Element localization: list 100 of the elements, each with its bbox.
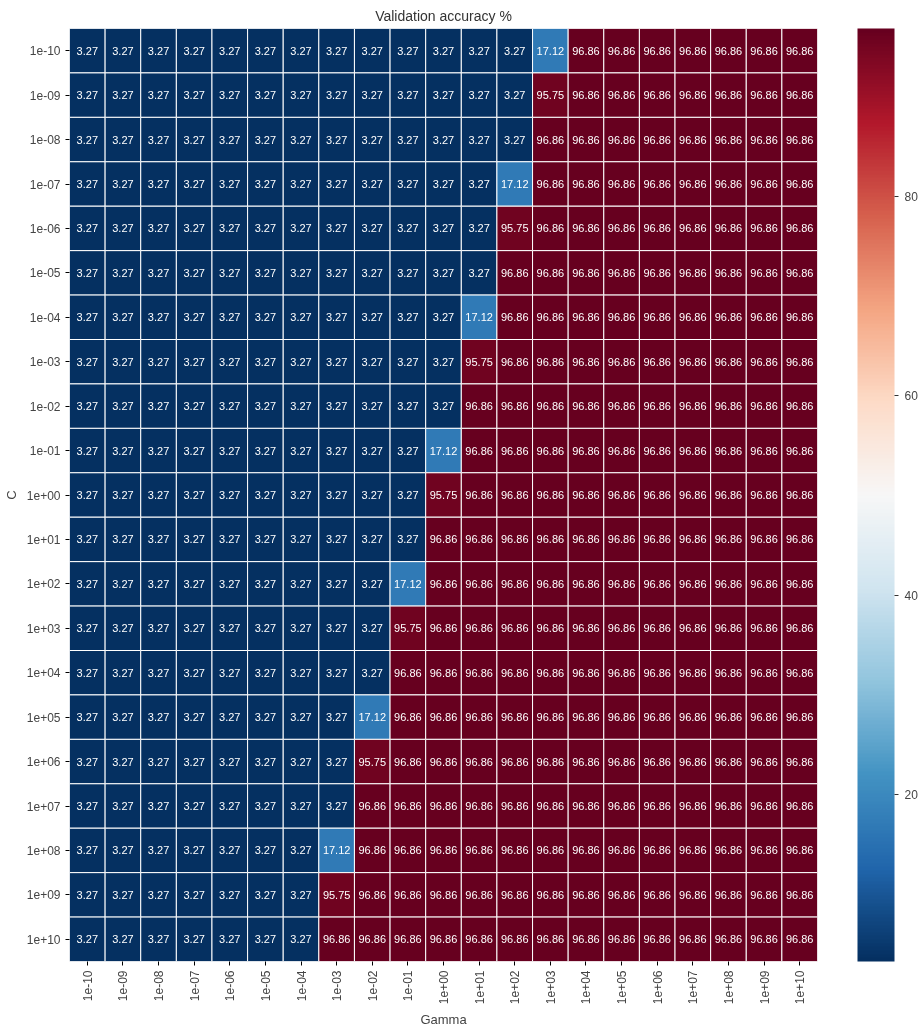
data-label: 96.86 (643, 800, 671, 812)
data-label: 96.86 (607, 489, 636, 501)
data-label: 96.86 (785, 355, 814, 368)
data-label: 96.86 (429, 622, 458, 635)
y-tick-label: 1e-07 (29, 177, 61, 192)
data-label: 17.12 (465, 311, 493, 324)
data-label: 96.86 (785, 800, 814, 812)
data-label: 3.27 (219, 444, 241, 457)
data-label: 3.27 (183, 755, 205, 768)
data-label: 96.86 (714, 888, 743, 901)
data-label: 96.86 (750, 89, 778, 102)
data-label: 3.27 (183, 44, 205, 57)
data-label: 96.86 (607, 800, 636, 812)
data-label: 96.86 (394, 933, 422, 946)
data-label: 3.27 (361, 400, 383, 413)
y-tick-label: 1e+00 (26, 488, 61, 503)
data-label: 3.27 (290, 311, 312, 324)
data-label: 3.27 (432, 311, 455, 324)
data-label: 96.86 (679, 800, 707, 812)
data-label: 3.27 (112, 800, 134, 812)
data-label: 3.27 (147, 266, 170, 279)
data-label: 96.86 (679, 266, 707, 279)
y-tick-label: 1e-06 (29, 221, 61, 236)
y-tick-label: 1e-09 (29, 88, 61, 103)
data-label: 96.86 (750, 711, 778, 724)
data-label: 96.86 (785, 666, 814, 679)
chart-title: Validation accuracy % (375, 7, 512, 24)
data-label: 3.27 (76, 489, 99, 501)
data-label: 3.27 (290, 89, 312, 102)
data-label: 3.27 (254, 444, 277, 457)
data-label: 96.86 (500, 311, 529, 324)
data-label: 3.27 (254, 44, 277, 57)
data-label: 96.86 (572, 844, 600, 857)
data-label: 3.27 (147, 844, 170, 857)
data-label: 96.86 (607, 355, 636, 368)
data-label: 96.86 (679, 133, 707, 146)
y-tick-label: 1e+05 (26, 710, 61, 725)
x-tick-label: 1e+01 (472, 970, 487, 1005)
data-label: 3.27 (290, 400, 312, 413)
data-label: 3.27 (290, 222, 312, 235)
data-label: 96.86 (750, 533, 778, 546)
data-label: 96.86 (750, 622, 778, 635)
data-label: 3.27 (147, 533, 170, 546)
data-label: 3.27 (112, 89, 134, 102)
data-label: 96.86 (714, 577, 743, 590)
data-label: 3.27 (76, 89, 99, 102)
data-label: 96.86 (643, 355, 671, 368)
data-label: 96.86 (750, 44, 778, 57)
data-label: 96.86 (714, 622, 743, 635)
data-label: 3.27 (290, 133, 312, 146)
data-label: 3.27 (397, 311, 419, 324)
data-label: 3.27 (432, 89, 455, 102)
data-label: 96.86 (607, 711, 636, 724)
data-label: 95.75 (429, 489, 458, 501)
data-label: 96.86 (572, 489, 600, 501)
data-label: 3.27 (219, 577, 241, 590)
data-label: 3.27 (112, 400, 134, 413)
data-label: 3.27 (325, 489, 348, 501)
data-label: 3.27 (397, 533, 419, 546)
data-label: 3.27 (76, 800, 99, 812)
data-label: 96.86 (572, 444, 600, 457)
data-label: 3.27 (219, 178, 241, 190)
data-label: 96.86 (536, 755, 565, 768)
x-tick-label: 1e+09 (757, 970, 772, 1005)
data-label: 3.27 (183, 444, 205, 457)
data-label: 96.86 (500, 666, 529, 679)
data-label: 3.27 (254, 400, 277, 413)
data-label: 3.27 (290, 622, 312, 635)
data-label: 96.86 (785, 222, 814, 235)
data-label: 3.27 (183, 266, 205, 279)
data-label: 96.86 (714, 533, 743, 546)
data-label: 96.86 (429, 755, 458, 768)
data-label: 3.27 (76, 577, 99, 590)
data-label: 95.75 (358, 755, 387, 768)
data-label: 3.27 (290, 266, 312, 279)
data-label: 96.86 (500, 444, 529, 457)
y-tick-label: 1e+08 (26, 843, 61, 858)
data-label: 96.86 (536, 622, 565, 635)
data-label: 3.27 (112, 888, 134, 901)
data-label: 3.27 (397, 355, 419, 368)
data-label: 3.27 (183, 355, 205, 368)
data-label: 3.27 (147, 178, 170, 190)
y-tick-label: 1e-02 (29, 399, 61, 414)
data-label: 3.27 (290, 933, 312, 946)
data-label: 3.27 (183, 933, 205, 946)
y-tick-label: 1e-08 (29, 133, 61, 148)
data-label: 96.86 (607, 933, 636, 946)
data-label: 3.27 (290, 844, 312, 857)
data-label: 96.86 (572, 711, 600, 724)
x-tick-label: 1e+07 (686, 970, 701, 1005)
data-label: 3.27 (76, 133, 99, 146)
y-tick-label: 1e+06 (26, 755, 61, 770)
data-label: 96.86 (607, 133, 636, 146)
data-label: 3.27 (468, 44, 490, 57)
data-label: 3.27 (183, 89, 205, 102)
data-label: 96.86 (785, 311, 814, 324)
data-label: 3.27 (219, 133, 241, 146)
data-label: 3.27 (325, 311, 348, 324)
data-label: 96.86 (750, 355, 778, 368)
data-label: 96.86 (643, 933, 671, 946)
